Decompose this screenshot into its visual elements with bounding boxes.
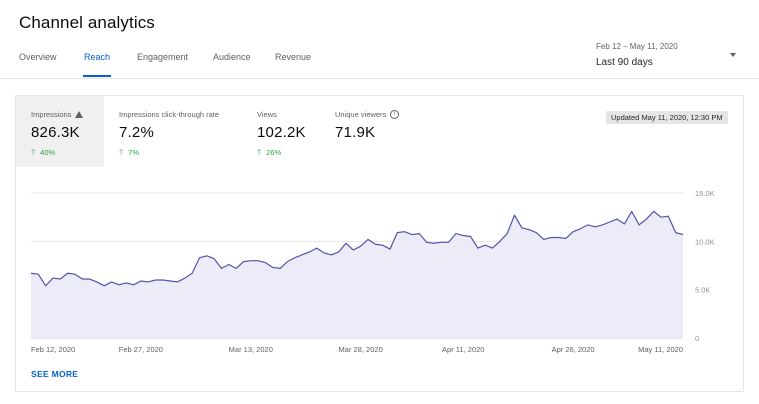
tab-revenue[interactable]: Revenue — [275, 52, 311, 62]
tab-label: Overview — [19, 52, 57, 62]
x-tick-label: Mar 13, 2020 — [229, 345, 273, 354]
metric-delta: 🡑 26% — [257, 147, 282, 157]
x-tick-label: Mar 28, 2020 — [339, 345, 383, 354]
metric-impressions-ctr[interactable]: Impressions click-through rate 7.2% 🡑 7% — [104, 96, 242, 167]
metric-value: 826.3K — [31, 124, 80, 141]
metric-delta: 🡑 40% — [31, 147, 56, 157]
tab-audience[interactable]: Audience — [213, 52, 251, 62]
tab-engagement[interactable]: Engagement — [137, 52, 188, 62]
reach-card: Impressions 826.3K 🡑 40% Impressions clic… — [15, 95, 744, 392]
arrow-up-icon: 🡑 — [257, 147, 262, 157]
metric-impressions[interactable]: Impressions 826.3K 🡑 40% — [16, 96, 104, 167]
date-range-label: Last 90 days — [596, 57, 653, 68]
tab-label: Revenue — [275, 52, 312, 62]
impressions-chart: 0 5.0K 10.0K 15.0K Feb 12, 2020 Feb 27, 2020 M… — [30, 189, 715, 354]
arrow-up-icon: 🡑 — [119, 147, 124, 157]
page-title: Channel analytics — [19, 13, 155, 32]
tab-reach[interactable]: Reach — [83, 52, 112, 77]
warning-icon[interactable] — [75, 111, 84, 118]
x-tick-label: Apr 26, 2020 — [552, 345, 595, 354]
caret-down-icon — [730, 53, 736, 57]
metric-views[interactable]: Views 102.2K 🡑 26% — [242, 96, 320, 167]
tab-label: Reach — [84, 52, 111, 62]
date-range-text: Feb 12 – May 11, 2020 — [596, 42, 678, 51]
series-line[interactable] — [30, 210, 684, 287]
metric-unique-viewers[interactable]: Unique viewers i 71.9K — [320, 96, 420, 167]
y-tick-label: 5.0K — [695, 286, 710, 295]
tab-overview[interactable]: Overview — [19, 52, 57, 62]
metric-label: Unique viewers i — [335, 110, 420, 119]
metric-delta: 🡑 7% — [119, 147, 140, 157]
arrow-up-icon: 🡑 — [31, 147, 36, 157]
updated-timestamp: Updated May 11, 2020, 12:30 PM — [606, 111, 728, 124]
see-more-link[interactable]: SEE MORE — [31, 369, 79, 379]
date-range-picker[interactable]: Feb 12 – May 11, 2020 Last 90 days — [596, 42, 746, 72]
metric-value: 71.9K — [335, 124, 376, 141]
metric-label: Impressions — [31, 110, 104, 119]
y-tick-label: 10.0K — [695, 237, 715, 246]
tab-label: Engagement — [137, 52, 189, 62]
tab-label: Audience — [213, 52, 251, 62]
metric-value: 102.2K — [257, 124, 306, 141]
header-divider — [0, 78, 759, 79]
y-tick-label: 15.0K — [695, 189, 715, 198]
x-tick-label: Feb 12, 2020 — [31, 345, 75, 354]
y-tick-label: 0 — [695, 334, 699, 343]
series-area — [31, 211, 683, 338]
metric-label: Impressions click-through rate — [119, 110, 220, 119]
x-tick-label: Feb 27, 2020 — [119, 345, 163, 354]
metric-label: Views — [257, 110, 277, 119]
x-tick-label: Apr 11, 2020 — [442, 345, 484, 354]
metric-value: 7.2% — [119, 124, 154, 141]
x-tick-label: May 11, 2020 — [638, 345, 683, 354]
info-icon[interactable]: i — [390, 110, 400, 119]
